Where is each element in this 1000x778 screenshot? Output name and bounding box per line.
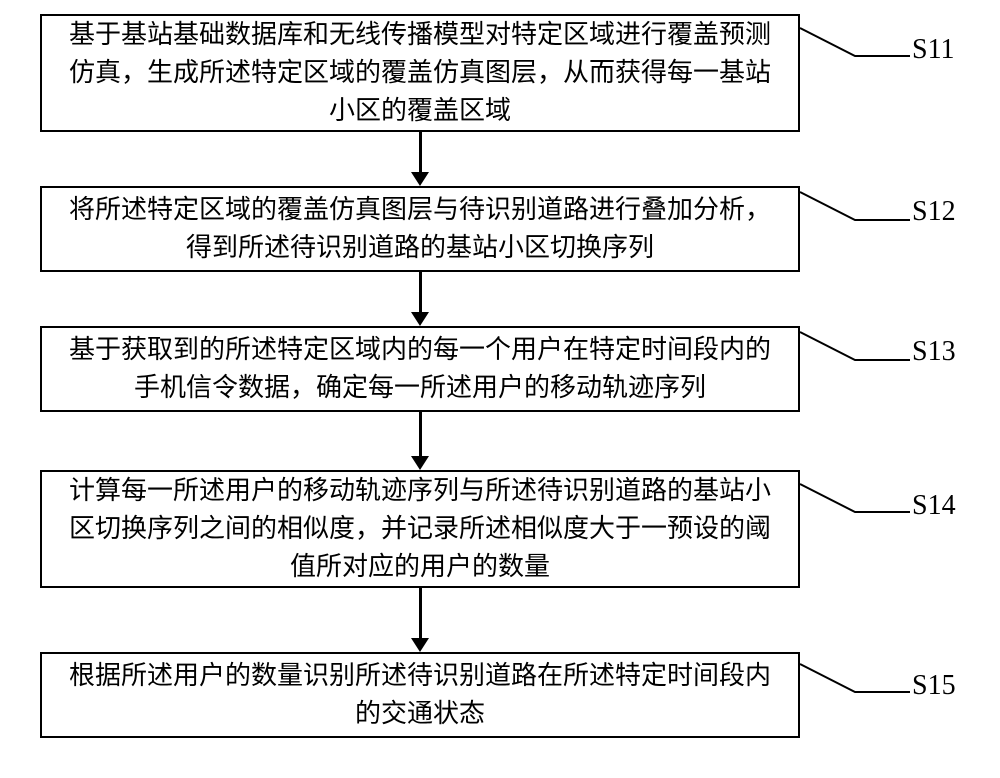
connector-line [419, 132, 422, 174]
connector-arrow-icon [411, 456, 429, 470]
flow-step-text: 计算每一所述用户的移动轨迹序列与所述待识别道路的基站小区切换序列之间的相似度，并… [62, 472, 778, 585]
flow-step-s12: 将所述特定区域的覆盖仿真图层与待识别道路进行叠加分析，得到所述待识别道路的基站小… [40, 186, 800, 272]
flow-step-text: 根据所述用户的数量识别所述待识别道路在所述特定时间段内的交通状态 [62, 657, 778, 732]
connector-arrow-icon [411, 172, 429, 186]
flow-step-label-s15: S15 [912, 670, 956, 702]
flow-step-label-s12: S12 [912, 196, 956, 228]
connector-line [419, 588, 422, 640]
flow-step-label-s13: S13 [912, 336, 956, 368]
flow-step-s15: 根据所述用户的数量识别所述待识别道路在所述特定时间段内的交通状态 [40, 652, 800, 738]
connector-arrow-icon [411, 312, 429, 326]
flow-step-text: 基于获取到的所述特定区域内的每一个用户在特定时间段内的手机信令数据，确定每一所述… [62, 331, 778, 406]
flow-step-label-s14: S14 [912, 490, 956, 522]
flow-step-s13: 基于获取到的所述特定区域内的每一个用户在特定时间段内的手机信令数据，确定每一所述… [40, 326, 800, 412]
flow-step-s11: 基于基站基础数据库和无线传播模型对特定区域进行覆盖预测仿真，生成所述特定区域的覆… [40, 14, 800, 132]
flow-step-text: 基于基站基础数据库和无线传播模型对特定区域进行覆盖预测仿真，生成所述特定区域的覆… [62, 16, 778, 129]
connector-line [419, 272, 422, 314]
connector-line [419, 412, 422, 458]
connector-arrow-icon [411, 638, 429, 652]
flow-step-label-s11: S11 [912, 34, 955, 66]
flow-step-s14: 计算每一所述用户的移动轨迹序列与所述待识别道路的基站小区切换序列之间的相似度，并… [40, 470, 800, 588]
flow-step-text: 将所述特定区域的覆盖仿真图层与待识别道路进行叠加分析，得到所述待识别道路的基站小… [62, 191, 778, 266]
